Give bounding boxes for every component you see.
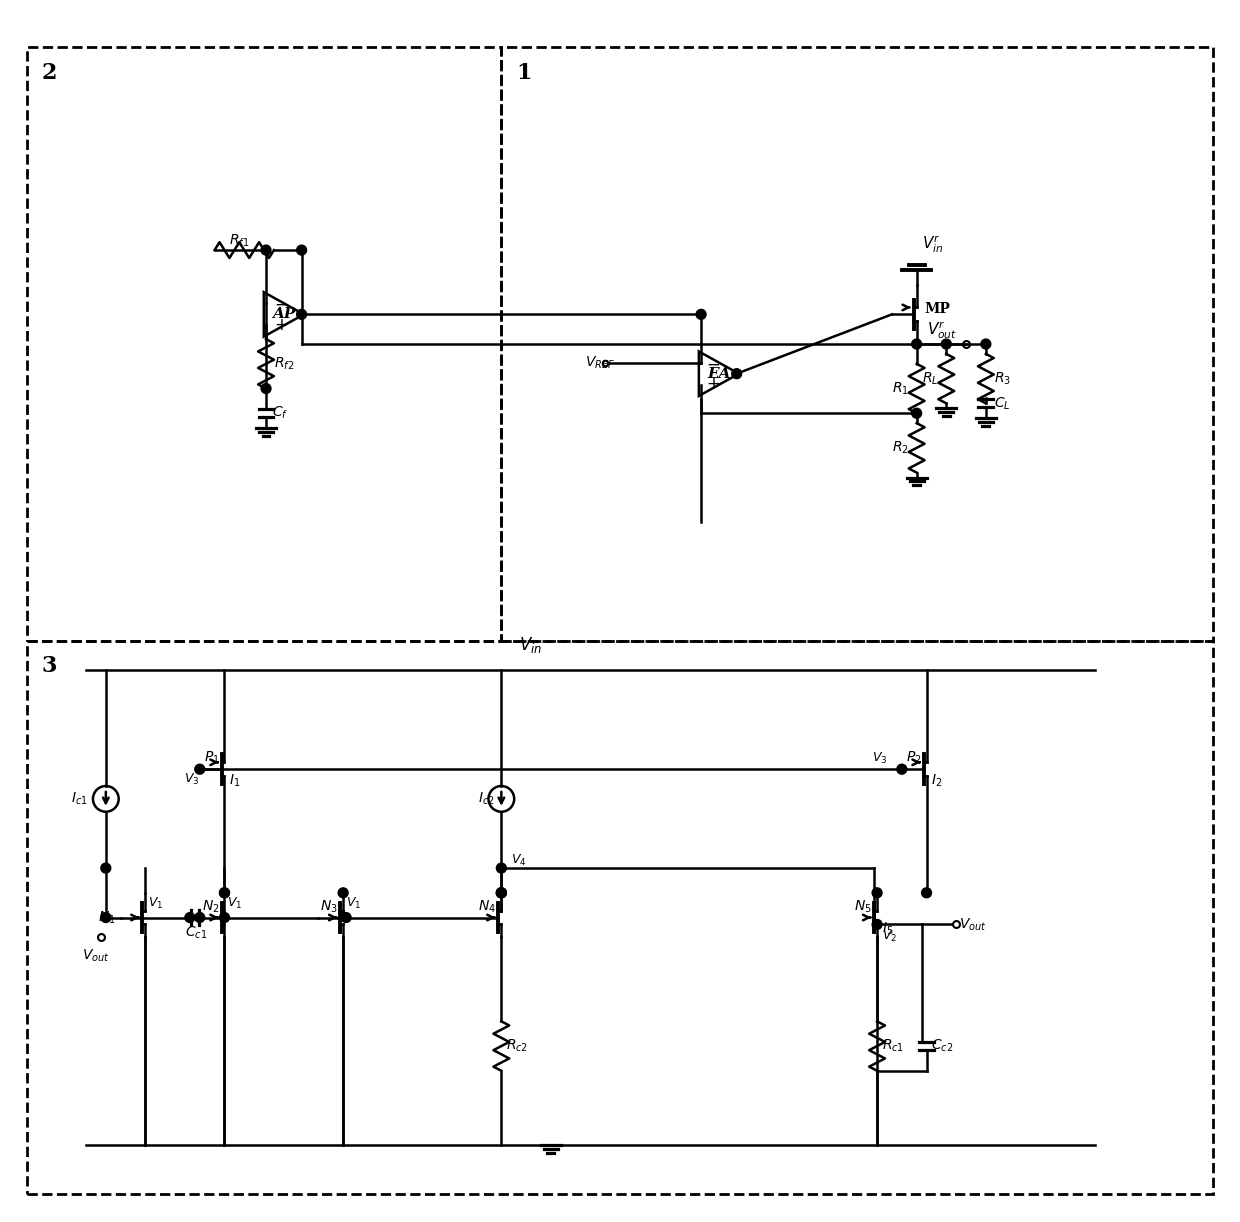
Text: MP: MP xyxy=(925,302,950,316)
Text: $R_{c2}$: $R_{c2}$ xyxy=(506,1037,528,1055)
Circle shape xyxy=(219,888,229,898)
Circle shape xyxy=(496,888,506,898)
Text: $R_L$: $R_L$ xyxy=(921,370,939,387)
Circle shape xyxy=(941,338,951,349)
Text: $R_{f2}$: $R_{f2}$ xyxy=(274,356,294,371)
Circle shape xyxy=(496,888,506,898)
Text: 1: 1 xyxy=(516,62,532,84)
Circle shape xyxy=(195,913,205,923)
Text: $R_2$: $R_2$ xyxy=(892,440,909,456)
Text: $-$: $-$ xyxy=(706,354,720,373)
Circle shape xyxy=(921,888,931,898)
Circle shape xyxy=(100,863,110,873)
Circle shape xyxy=(696,309,706,319)
Text: $C_{c1}$: $C_{c1}$ xyxy=(185,924,207,941)
Circle shape xyxy=(262,246,272,255)
Circle shape xyxy=(262,384,272,393)
Circle shape xyxy=(339,888,348,898)
Circle shape xyxy=(100,913,110,923)
Text: $R_{c1}$: $R_{c1}$ xyxy=(882,1037,904,1055)
Circle shape xyxy=(296,246,306,255)
Text: $V_{REF}$: $V_{REF}$ xyxy=(585,354,615,370)
Text: $C_f$: $C_f$ xyxy=(272,404,288,422)
Text: $V_1$: $V_1$ xyxy=(346,896,361,910)
Text: $N_4$: $N_4$ xyxy=(479,898,496,914)
Text: $V_2$: $V_2$ xyxy=(882,930,898,945)
Text: $I_5$: $I_5$ xyxy=(882,920,894,937)
Text: $I_{c1}$: $I_{c1}$ xyxy=(71,791,88,807)
Text: $V_3$: $V_3$ xyxy=(872,752,887,766)
Circle shape xyxy=(911,408,921,418)
Text: AP: AP xyxy=(272,308,295,321)
Circle shape xyxy=(732,369,742,379)
Text: $P_1$: $P_1$ xyxy=(203,750,219,766)
Text: 3: 3 xyxy=(42,655,57,677)
Circle shape xyxy=(872,888,882,898)
Text: $N_1$: $N_1$ xyxy=(98,909,115,926)
Circle shape xyxy=(981,338,991,349)
Circle shape xyxy=(195,764,205,775)
Text: $I_2$: $I_2$ xyxy=(931,772,942,788)
Text: $N_3$: $N_3$ xyxy=(320,898,339,914)
Text: $V_{in}$: $V_{in}$ xyxy=(520,635,543,655)
Circle shape xyxy=(496,888,506,898)
Text: $V_{out}^{r}$: $V_{out}^{r}$ xyxy=(926,319,957,341)
Text: $N_2$: $N_2$ xyxy=(202,898,219,914)
Text: $V_1$: $V_1$ xyxy=(149,896,164,910)
Text: $V_3$: $V_3$ xyxy=(185,772,200,787)
Circle shape xyxy=(496,863,506,873)
Circle shape xyxy=(219,913,229,923)
Circle shape xyxy=(911,338,921,349)
Text: $R_{f1}$: $R_{f1}$ xyxy=(229,233,249,249)
Circle shape xyxy=(219,888,229,898)
Text: $V_1$: $V_1$ xyxy=(227,896,243,910)
Text: $R_3$: $R_3$ xyxy=(993,370,1011,387)
Text: $-$: $-$ xyxy=(274,295,288,313)
Text: $I_{c2}$: $I_{c2}$ xyxy=(477,791,495,807)
Text: $V_{in}^{r}$: $V_{in}^{r}$ xyxy=(921,233,942,255)
Text: 2: 2 xyxy=(42,62,57,84)
Text: $C_L$: $C_L$ xyxy=(993,395,1011,412)
Text: $C_{c2}$: $C_{c2}$ xyxy=(931,1037,954,1055)
Text: $V_{out}$: $V_{out}$ xyxy=(82,947,110,964)
Text: $R_1$: $R_1$ xyxy=(892,380,909,397)
Text: $+$: $+$ xyxy=(274,316,288,335)
Circle shape xyxy=(296,309,306,319)
Text: $V_4$: $V_4$ xyxy=(511,853,527,868)
Text: $P_2$: $P_2$ xyxy=(906,750,921,766)
Text: EA: EA xyxy=(707,367,730,381)
Text: $N_5$: $N_5$ xyxy=(854,898,872,914)
Text: $+$: $+$ xyxy=(706,375,720,392)
Text: $V_{out}$: $V_{out}$ xyxy=(960,916,987,932)
Circle shape xyxy=(185,913,195,923)
Circle shape xyxy=(872,919,882,930)
Circle shape xyxy=(897,764,906,775)
Circle shape xyxy=(341,913,351,923)
Text: $I_1$: $I_1$ xyxy=(229,772,241,788)
